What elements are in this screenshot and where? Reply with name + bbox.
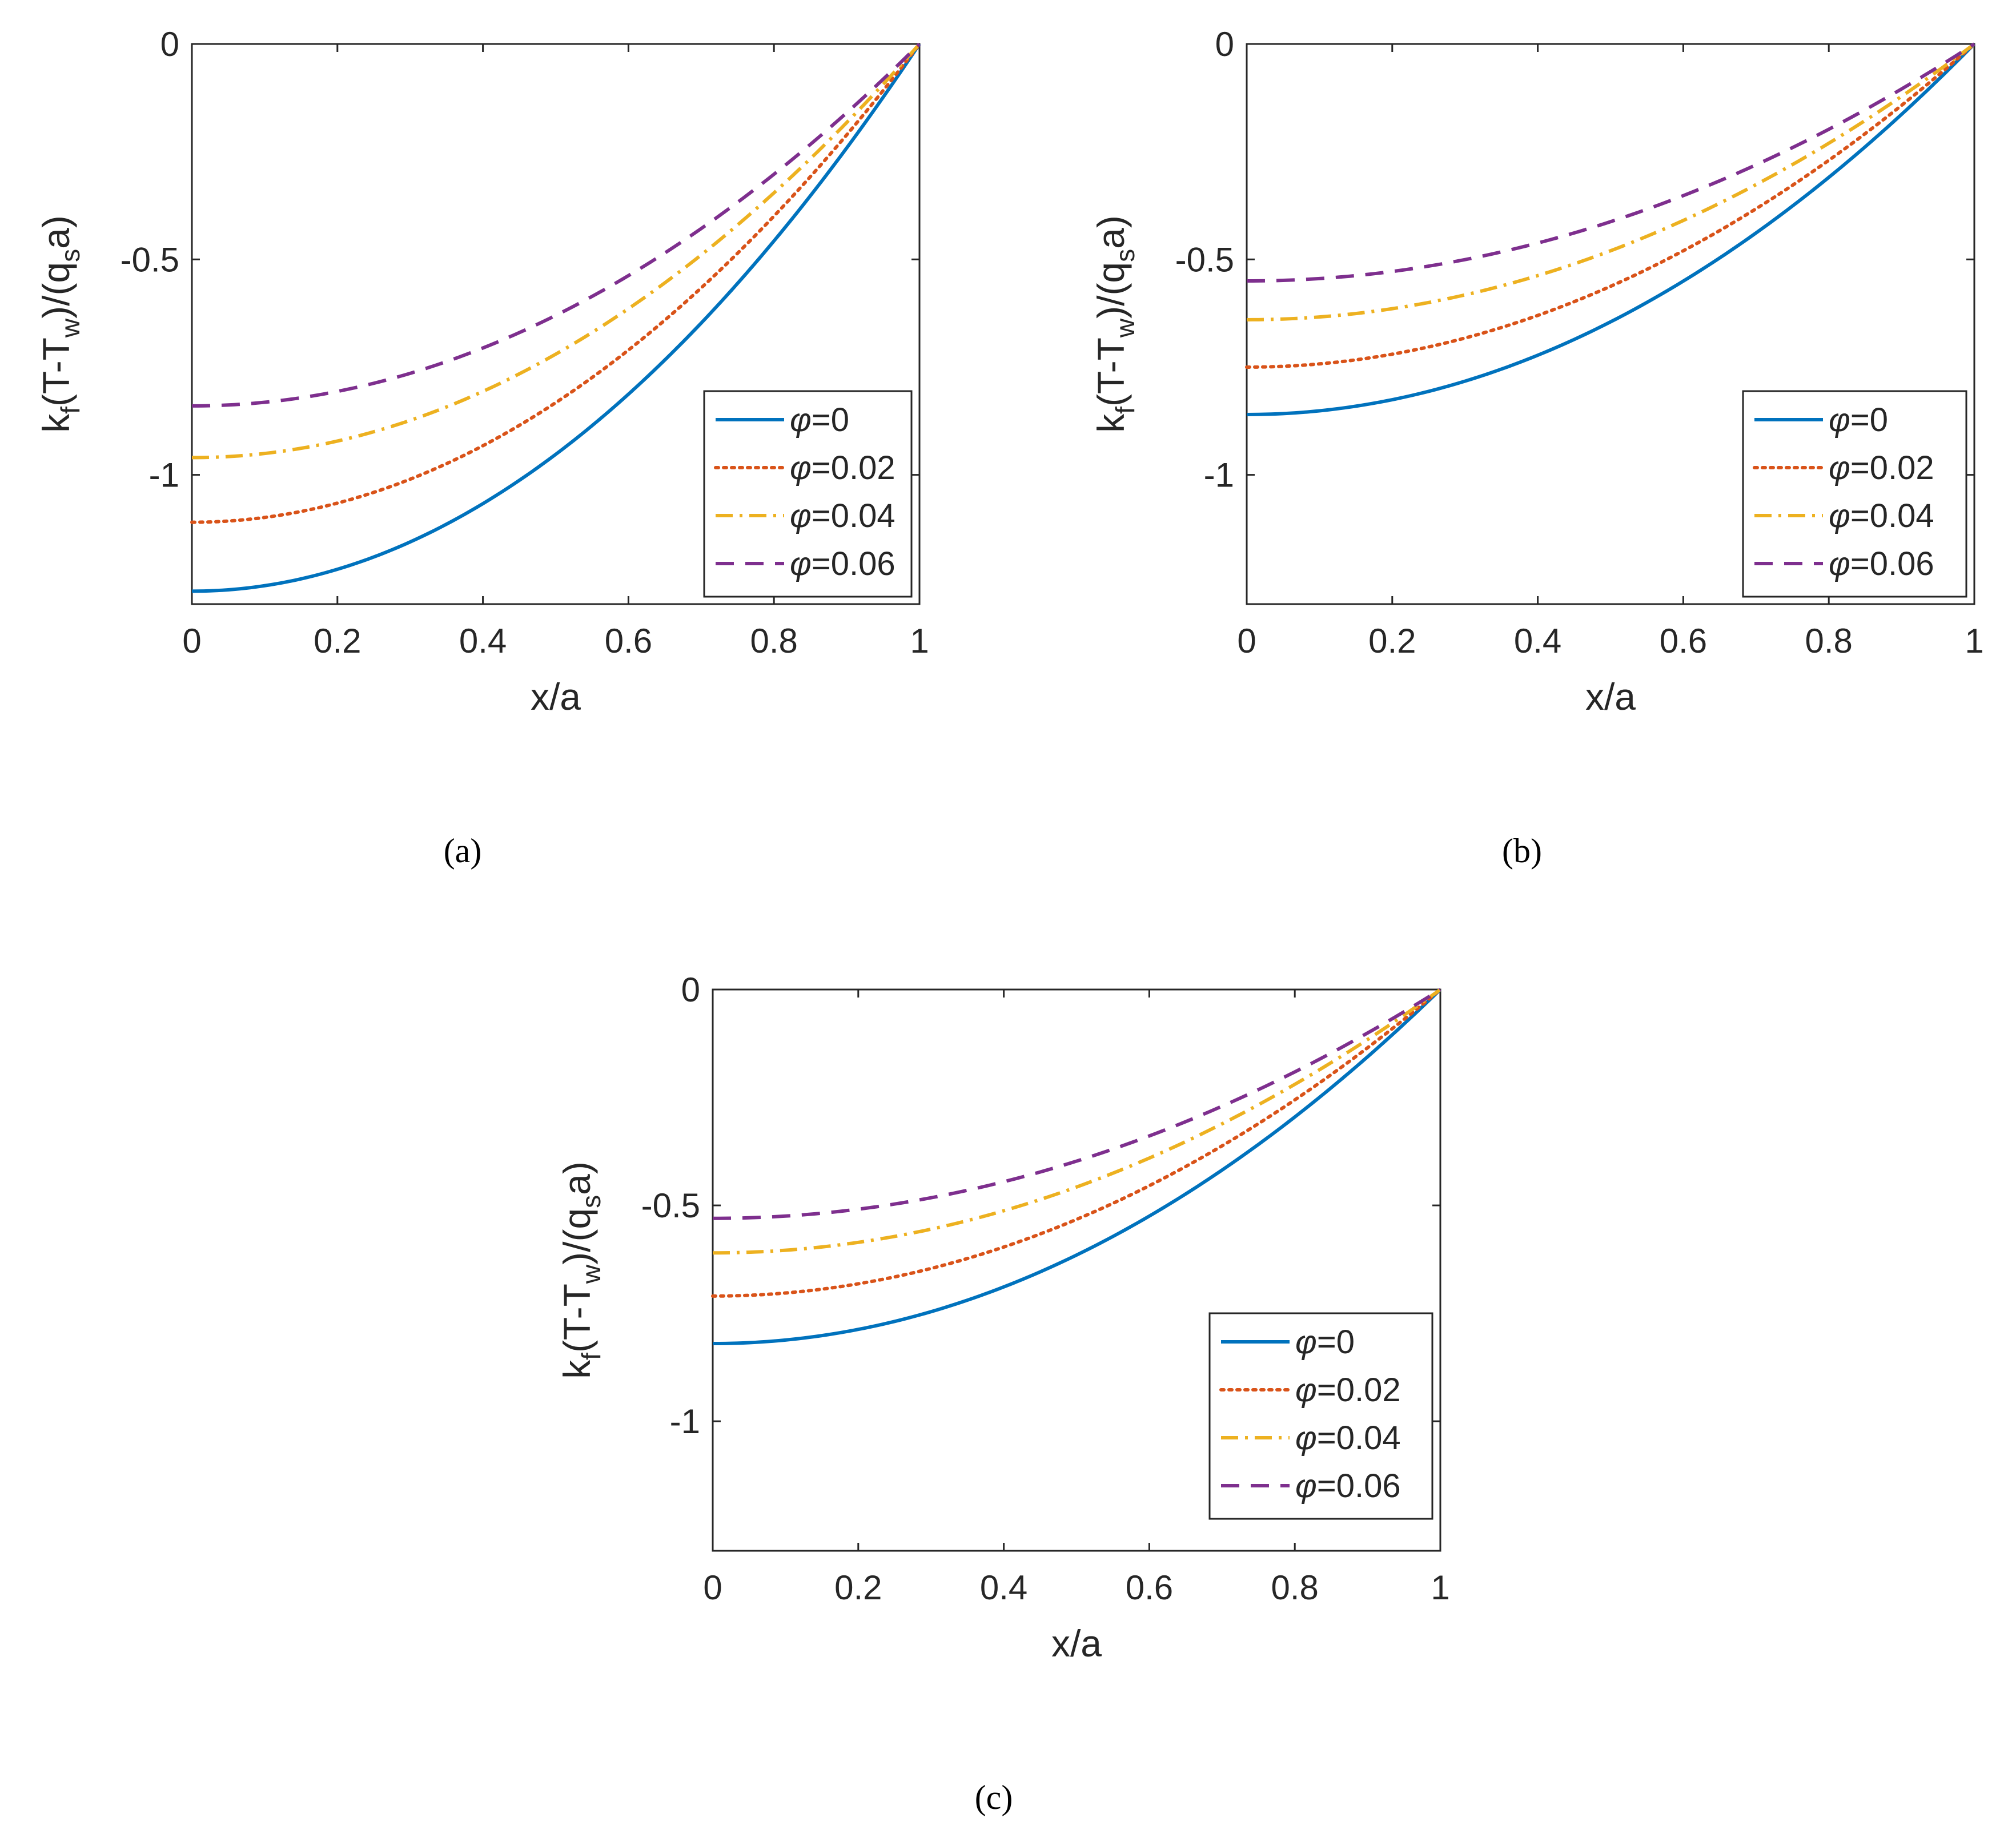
y-tick-label: -0.5 [1175,240,1234,279]
series-line-1 [191,43,921,593]
x-tick-label: 0.2 [834,1568,882,1607]
legend-entry-2: φ=0.02 [1829,449,1934,486]
legend-entry-2: φ=0.02 [790,449,895,486]
legend-entry-1: φ=0 [1295,1324,1355,1361]
legend: φ=0 φ=0.02 φ=0.04 φ=0.06 [703,390,913,598]
legend-box [703,390,913,598]
y-tick-label: 0 [160,25,179,63]
series-line-4 [1246,42,1975,283]
x-tick-label: 0.4 [980,1568,1027,1607]
x-tick-label: 1 [1431,1568,1449,1607]
series-line-1 [712,988,1442,1346]
legend: φ=0 φ=0.02 φ=0.04 φ=0.06 [1742,390,1967,598]
y-tick-label: -0.5 [641,1187,700,1225]
x-tick-label: 0 [182,622,201,660]
x-tick-label: 0.6 [605,622,652,660]
axes-box [1246,43,1975,605]
x-tick-label: 0 [703,1568,722,1607]
series-line-4 [712,988,1441,1220]
series-line-3 [1246,42,1975,321]
axes-box [191,43,921,605]
series-line-3 [191,43,921,460]
y-tick-label: -1 [149,456,179,494]
y-tick-label: 0 [681,971,700,1009]
series-line-4 [191,42,921,408]
panel-label: (c) [975,1779,1013,1816]
x-tick-label: 0.8 [1805,622,1852,660]
y-tick-label: -0.5 [121,240,179,279]
legend-entry-3: φ=0.04 [790,497,895,534]
series-line-2 [1245,42,1976,369]
y-axis-label: kf(T-Tw)/(qsa) [556,1161,606,1379]
chart-panel-2: 0 0.2 0.4 0.6 0.8 1 0 -0.5 -1 x/a kf(T-Tw)/(qsa) φ=… [1090,25,1984,718]
legend: φ=0 φ=0.02 φ=0.04 φ=0.06 [1208,1312,1433,1520]
x-tick-label: 0.8 [1271,1568,1318,1607]
legend-entry-2: φ=0.02 [1295,1372,1401,1409]
chart-panel-1: 0 0.2 0.4 0.6 0.8 1 0 -0.5 -1 x/a kf(T-Tw)/(qsa) φ=… [35,25,929,718]
x-tick-label: 0.6 [1126,1568,1173,1607]
x-axis-label: x/a [531,675,581,718]
legend-entry-4: φ=0.06 [790,545,895,582]
x-tick-label: 0.4 [459,622,507,660]
x-tick-label: 1 [1965,622,1983,660]
y-axis-label: kf(T-Tw)/(qsa) [1090,215,1140,433]
legend-entry-4: φ=0.06 [1295,1467,1401,1505]
y-tick-label: -1 [670,1402,700,1441]
axes-box [712,988,1441,1552]
panel-label: (a) [444,832,482,870]
x-tick-label: 0.8 [750,622,797,660]
series-line-2 [711,988,1442,1298]
chart-panel-3: 0 0.2 0.4 0.6 0.8 1 0 -0.5 -1 x/a kf(T-Tw)/(qsa) φ=… [556,971,1450,1664]
x-tick-label: 1 [910,622,929,660]
series-line-3 [712,988,1441,1255]
legend-box [1742,390,1967,598]
x-tick-label: 0.6 [1660,622,1707,660]
legend-entry-3: φ=0.04 [1829,497,1934,534]
y-tick-label: -1 [1204,456,1234,494]
legend-entry-1: φ=0 [790,401,849,439]
legend-entry-1: φ=0 [1829,401,1888,439]
legend-entry-3: φ=0.04 [1295,1419,1401,1457]
x-axis-label: x/a [1585,675,1636,718]
x-tick-label: 0 [1237,622,1256,660]
series-line-2 [190,42,921,524]
x-tick-label: 0.4 [1514,622,1561,660]
x-tick-label: 0.2 [314,622,361,660]
y-axis-label: kf(T-Tw)/(qsa) [35,215,85,433]
panel-label: (b) [1502,832,1542,870]
legend-box [1208,1312,1433,1520]
x-axis-label: x/a [1051,1622,1102,1664]
series-line-1 [1246,42,1976,416]
x-tick-label: 0.2 [1368,622,1416,660]
legend-entry-4: φ=0.06 [1829,545,1934,582]
y-tick-label: 0 [1215,25,1234,63]
